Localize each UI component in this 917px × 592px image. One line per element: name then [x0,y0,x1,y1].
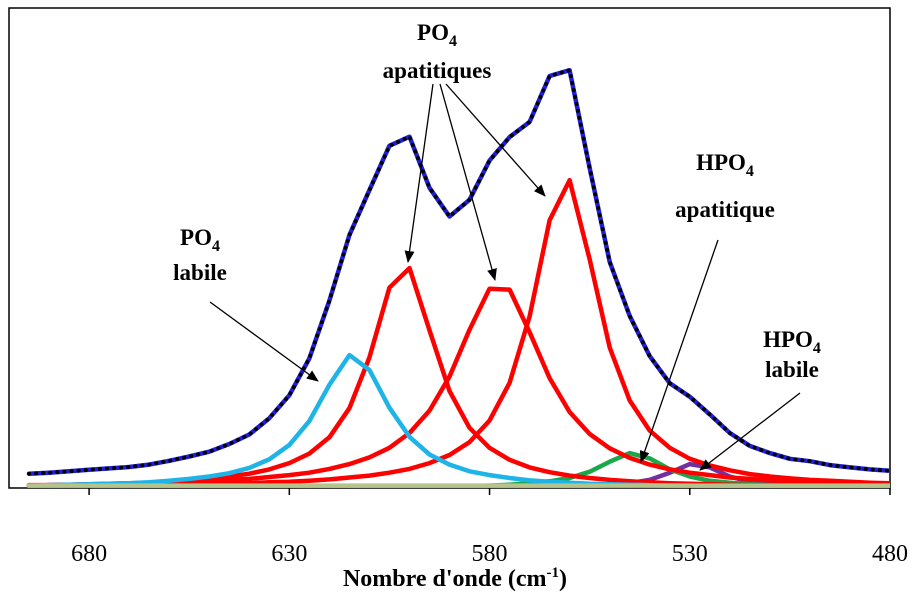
x-axis-title-text: Nombre d'onde (cm [343,566,547,592]
annotation-index: 4 [449,33,457,50]
series-line [26,286,890,488]
x-tick-label: 480 [872,541,908,567]
series-line [26,177,890,488]
x-tick-label: 680 [71,541,107,567]
annotation-arrow [699,392,801,471]
curves [26,67,890,488]
annotation-text: labile [765,357,819,382]
annotation-formula: HPO4 [696,150,754,180]
annotation-arrow [209,301,319,382]
annotation-formula: PO4 [417,20,457,50]
x-tick-label: 580 [472,541,508,567]
x-axis-title-end: ) [559,566,567,592]
x-tick-label: 630 [271,541,307,567]
annotation-text: labile [173,260,227,285]
annotation-index: 4 [212,238,220,255]
annotation-arrow [404,83,434,263]
annotation-index: 4 [746,163,754,180]
annotation-arrow [439,83,497,281]
annotation-text: apatitique [675,197,775,222]
annotation-index: 4 [813,340,821,357]
annotation-arrow [639,239,719,463]
series-line [26,265,890,488]
annotation-arrow [445,83,546,197]
annotation-formula-text: HPO [696,150,746,175]
x-tick-label: 530 [672,541,708,567]
annotation-formula: HPO4 [763,327,821,357]
annotation-formula-text: HPO [763,327,813,352]
annotation-formula: PO4 [180,225,220,255]
annotation-formula-text: PO [417,20,449,45]
annotation-text: apatitiques [383,58,492,83]
annotation-formula-text: PO [180,225,212,250]
x-axis-title-sup: -1 [547,565,560,581]
x-axis-title: Nombre d'onde (cm-1) [343,565,567,592]
series-line [27,68,890,476]
series-line [26,352,890,488]
